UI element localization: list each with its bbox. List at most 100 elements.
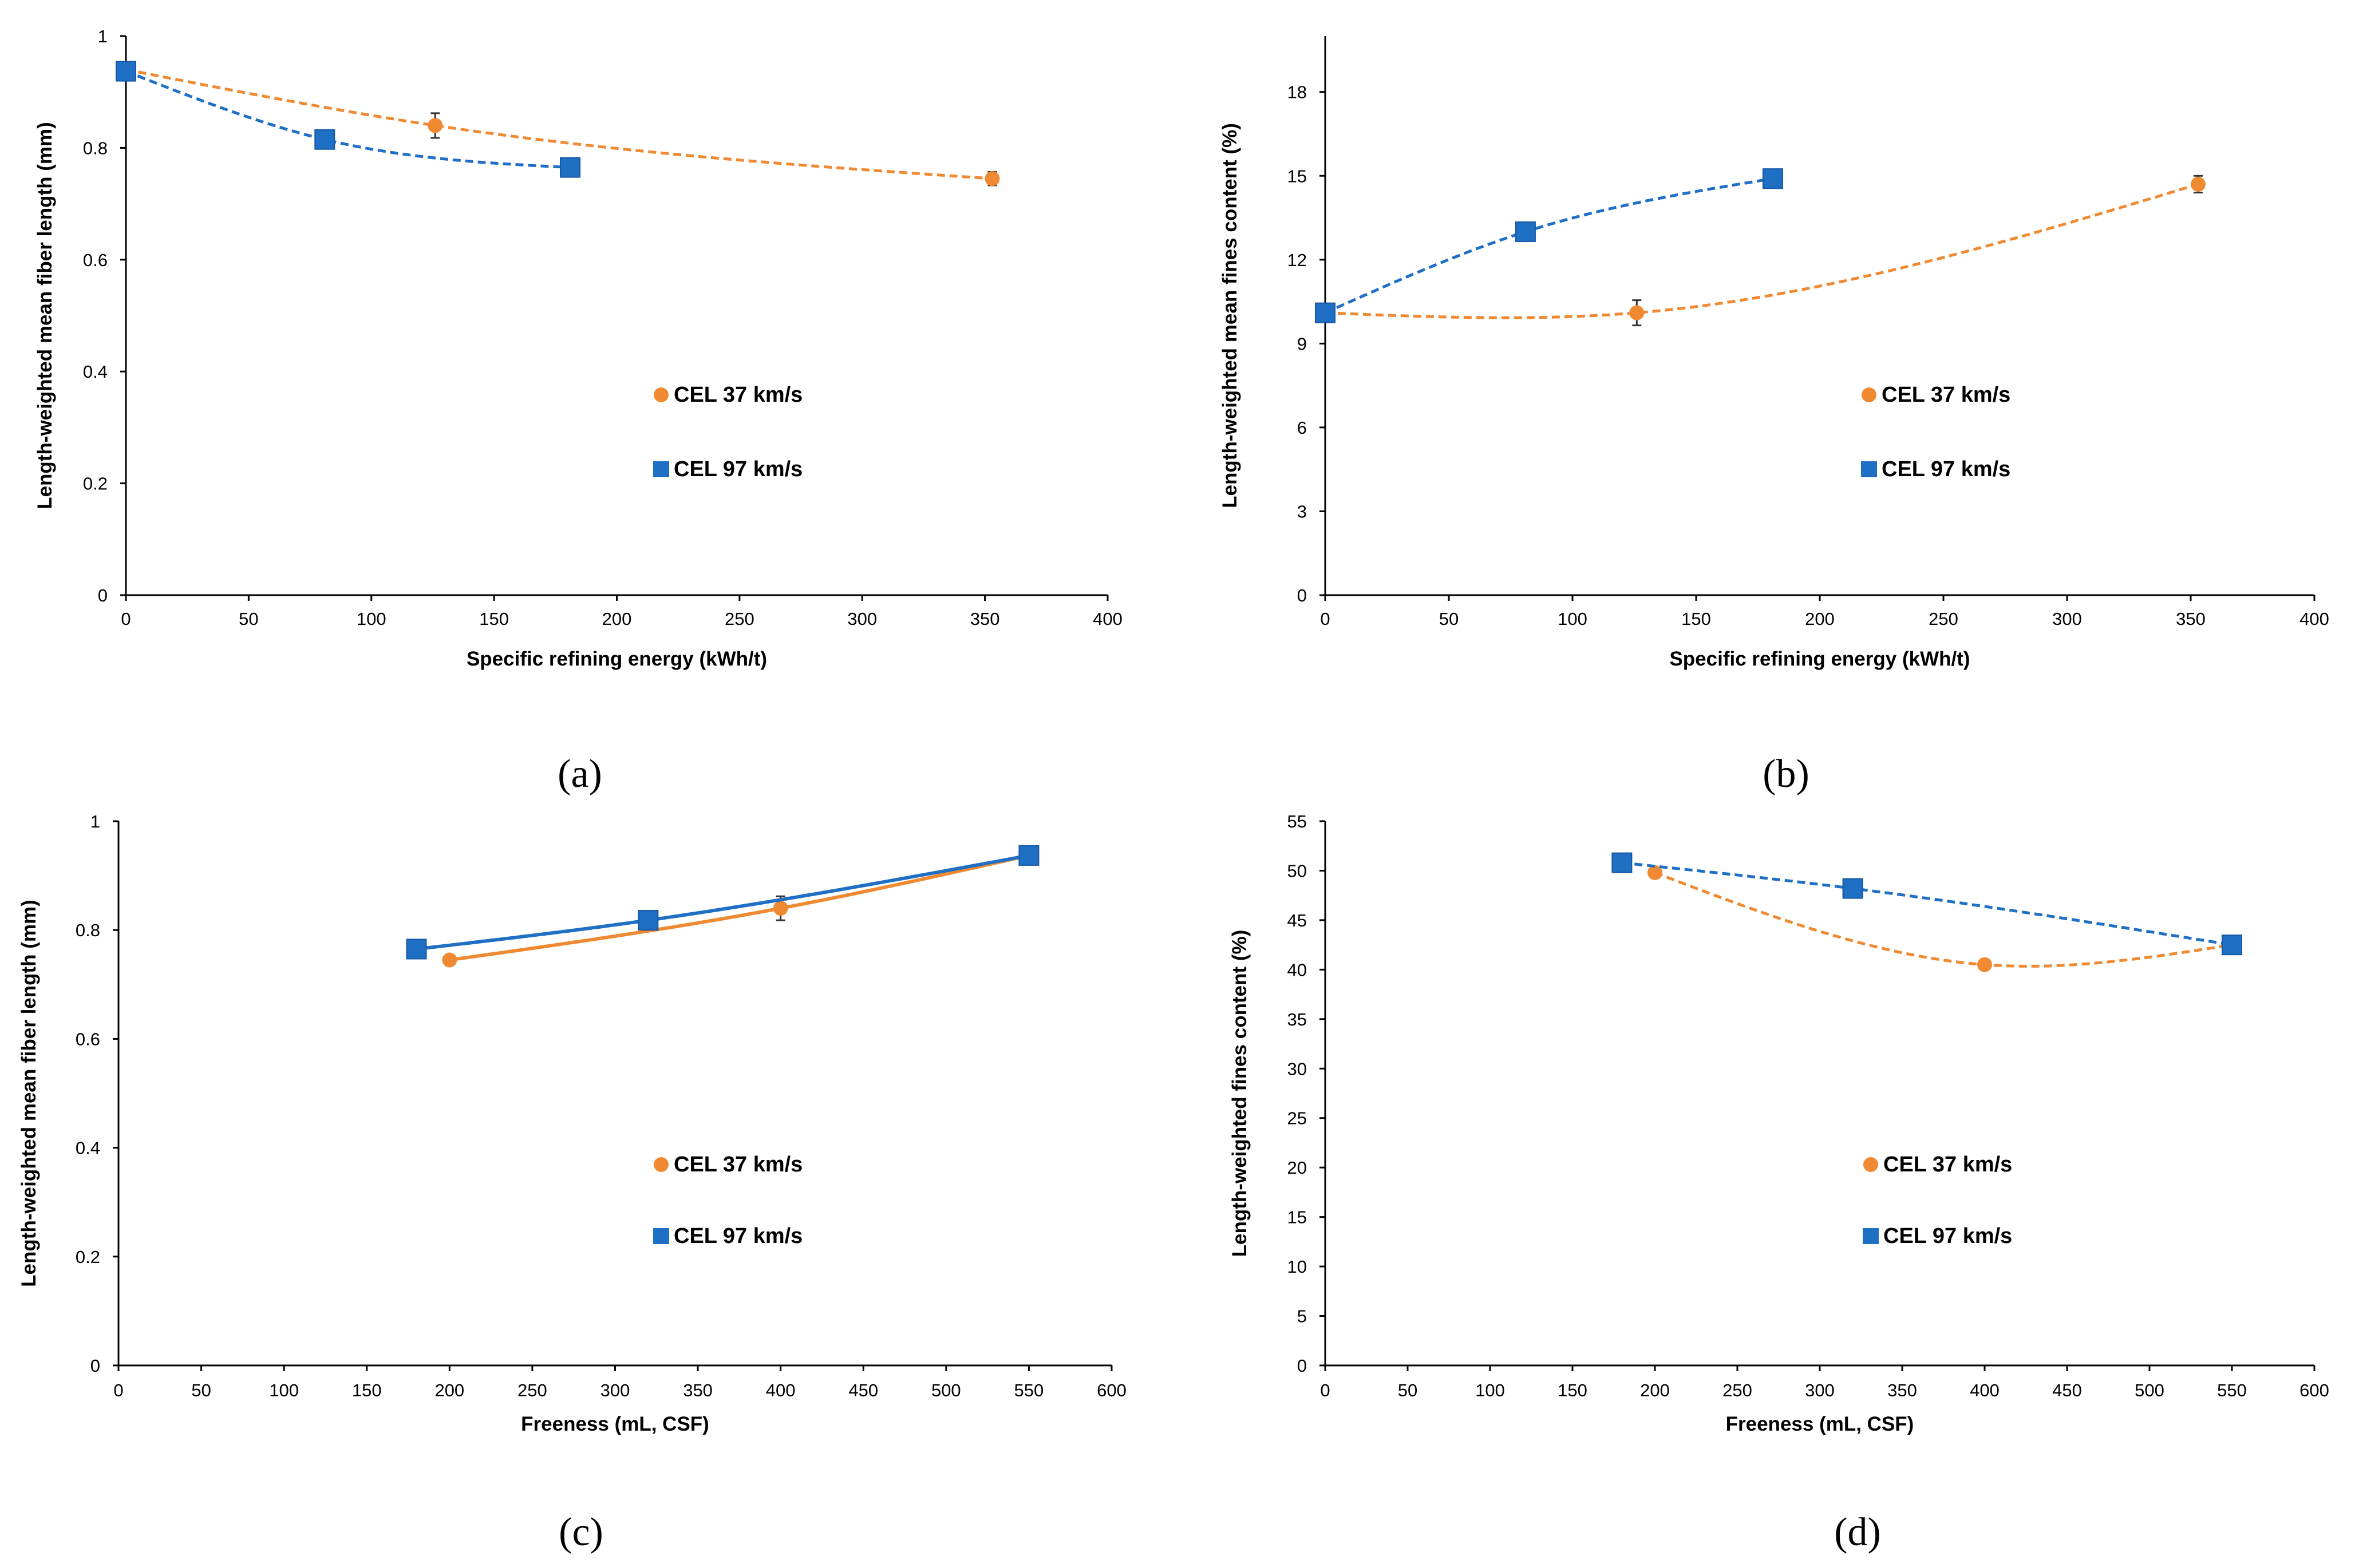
y-tick-label: 0 [1297, 585, 1307, 605]
series-line-cel-37 [1325, 183, 2199, 319]
chart-panel-d: 0 50 100 150 200 250 300 350 400 450 500 550 600 0 5 10… [1228, 811, 2329, 1554]
x-tick-label: 200 [602, 609, 632, 629]
x-tick-label: 300 [1805, 1380, 1835, 1400]
x-tick-label: 300 [847, 609, 877, 629]
x-tick-label: 300 [2052, 609, 2082, 629]
legend-marker-cel-97 [1861, 461, 1877, 477]
y-tick-label: 18 [1287, 82, 1307, 102]
y-tick-label: 40 [1287, 960, 1307, 980]
legend-marker-cel-37 [1862, 387, 1876, 402]
x-tick-label: 200 [1805, 609, 1835, 629]
legend-label: CEL 37 km/s [1883, 1153, 2012, 1177]
x-tick-label: 500 [931, 1380, 961, 1400]
series-line-cel-97 [416, 853, 1029, 951]
data-point-cel-97 [1515, 221, 1536, 242]
y-tick-label: 30 [1287, 1059, 1307, 1079]
y-tick-label: 1 [90, 811, 100, 831]
series-line-cel-37 [125, 68, 993, 180]
y-tick-label: 1 [98, 26, 108, 46]
data-point-cel-37 [442, 952, 457, 968]
chart-panel-c: 0 50 100 150 200 250 300 350 400 450 500 550 600 0 0.2… [18, 811, 1127, 1554]
y-tick-label: 0.2 [76, 1247, 100, 1267]
x-tick-label: 250 [1722, 1380, 1752, 1400]
x-tick-label: 100 [269, 1380, 299, 1400]
data-point-cel-37 [1647, 865, 1662, 880]
y-tick-label: 9 [1297, 334, 1307, 354]
y-tick-label: 3 [1297, 501, 1307, 521]
x-tick-label: 450 [2052, 1380, 2082, 1400]
y-tick-label: 55 [1287, 811, 1307, 831]
x-tick-label: 350 [970, 609, 1000, 629]
y-tick-label: 10 [1287, 1257, 1307, 1277]
data-point-cel-97 [1842, 878, 1863, 899]
legend-marker-cel-97 [1863, 1228, 1879, 1244]
data-point-cel-97 [560, 157, 581, 178]
x-tick-label: 250 [725, 609, 754, 629]
legend-label: CEL 97 km/s [674, 457, 803, 481]
y-tick-label: 35 [1287, 1009, 1307, 1030]
x-tick-label: 0 [113, 1380, 123, 1400]
x-tick-label: 400 [1093, 609, 1123, 629]
x-tick-label: 50 [1439, 609, 1459, 629]
panel-label: (b) [1763, 752, 1809, 796]
y-axis-title: Length-weighted mean fiber length (mm) [18, 900, 40, 1287]
x-tick-label: 350 [2176, 609, 2206, 629]
x-tick-label: 250 [517, 1380, 547, 1400]
y-tick-label: 6 [1297, 418, 1307, 438]
x-tick-label: 350 [683, 1380, 713, 1400]
x-tick-label: 200 [434, 1380, 464, 1400]
x-tick-label: 100 [1475, 1380, 1505, 1400]
y-tick-label: 0 [90, 1356, 100, 1376]
y-tick-label: 0.8 [76, 920, 100, 940]
x-tick-label: 500 [2135, 1380, 2164, 1400]
legend-label: CEL 97 km/s [1883, 1224, 2012, 1248]
x-tick-label: 150 [1558, 1380, 1587, 1400]
series-line-cel-97 [1622, 861, 2232, 947]
x-axis-title: Freeness (mL, CSF) [1726, 1413, 1914, 1435]
x-tick-label: 550 [2217, 1380, 2247, 1400]
x-axis-title: Specific refining energy (kWh/t) [1669, 648, 1970, 670]
y-tick-label: 12 [1287, 250, 1307, 270]
data-point-cel-97 [314, 129, 335, 150]
y-tick-label: 50 [1287, 861, 1307, 881]
legend-marker-cel-37 [654, 387, 669, 402]
data-point-cel-97 [1611, 852, 1633, 873]
x-tick-label: 400 [2299, 609, 2329, 629]
data-point-cel-97 [1315, 302, 1335, 323]
y-tick-label: 0.4 [76, 1138, 100, 1158]
y-tick-label: 0.2 [83, 474, 108, 494]
data-point-cel-37 [2190, 176, 2206, 192]
y-tick-label: 15 [1287, 166, 1307, 186]
data-point-cel-37 [1629, 305, 1645, 320]
panel-label: (c) [559, 1510, 603, 1554]
y-tick-label: 0.8 [83, 138, 108, 158]
data-point-cel-37 [773, 901, 788, 916]
data-point-cel-97 [1762, 168, 1783, 189]
legend-marker-cel-37 [1863, 1157, 1878, 1172]
series-line-cel-97 [125, 70, 571, 169]
y-axis-title: Length-weighted mean fines content (%) [1219, 123, 1241, 508]
data-point-cel-97 [116, 61, 136, 82]
x-tick-label: 600 [2299, 1380, 2329, 1400]
x-tick-label: 400 [766, 1380, 796, 1400]
x-tick-label: 50 [1398, 1380, 1417, 1400]
data-point-cel-97 [1018, 845, 1040, 866]
y-tick-label: 0.4 [83, 362, 108, 382]
legend-marker-cel-37 [654, 1157, 669, 1172]
x-tick-label: 200 [1640, 1380, 1670, 1400]
x-tick-label: 350 [1887, 1380, 1917, 1400]
legend-label: CEL 37 km/s [1882, 383, 2010, 407]
x-tick-label: 100 [357, 609, 386, 629]
data-point-cel-97 [406, 939, 427, 960]
data-point-cel-37 [1977, 957, 1992, 972]
series-line-cel-37 [449, 853, 1030, 962]
x-axis-title: Specific refining energy (kWh/t) [467, 648, 767, 670]
x-tick-label: 150 [479, 609, 509, 629]
x-tick-label: 300 [600, 1380, 630, 1400]
x-tick-label: 50 [239, 609, 258, 629]
legend-label: CEL 97 km/s [674, 1224, 803, 1248]
x-tick-label: 550 [1014, 1380, 1044, 1400]
legend-marker-cel-97 [653, 461, 669, 477]
y-tick-label: 0.6 [76, 1029, 100, 1049]
